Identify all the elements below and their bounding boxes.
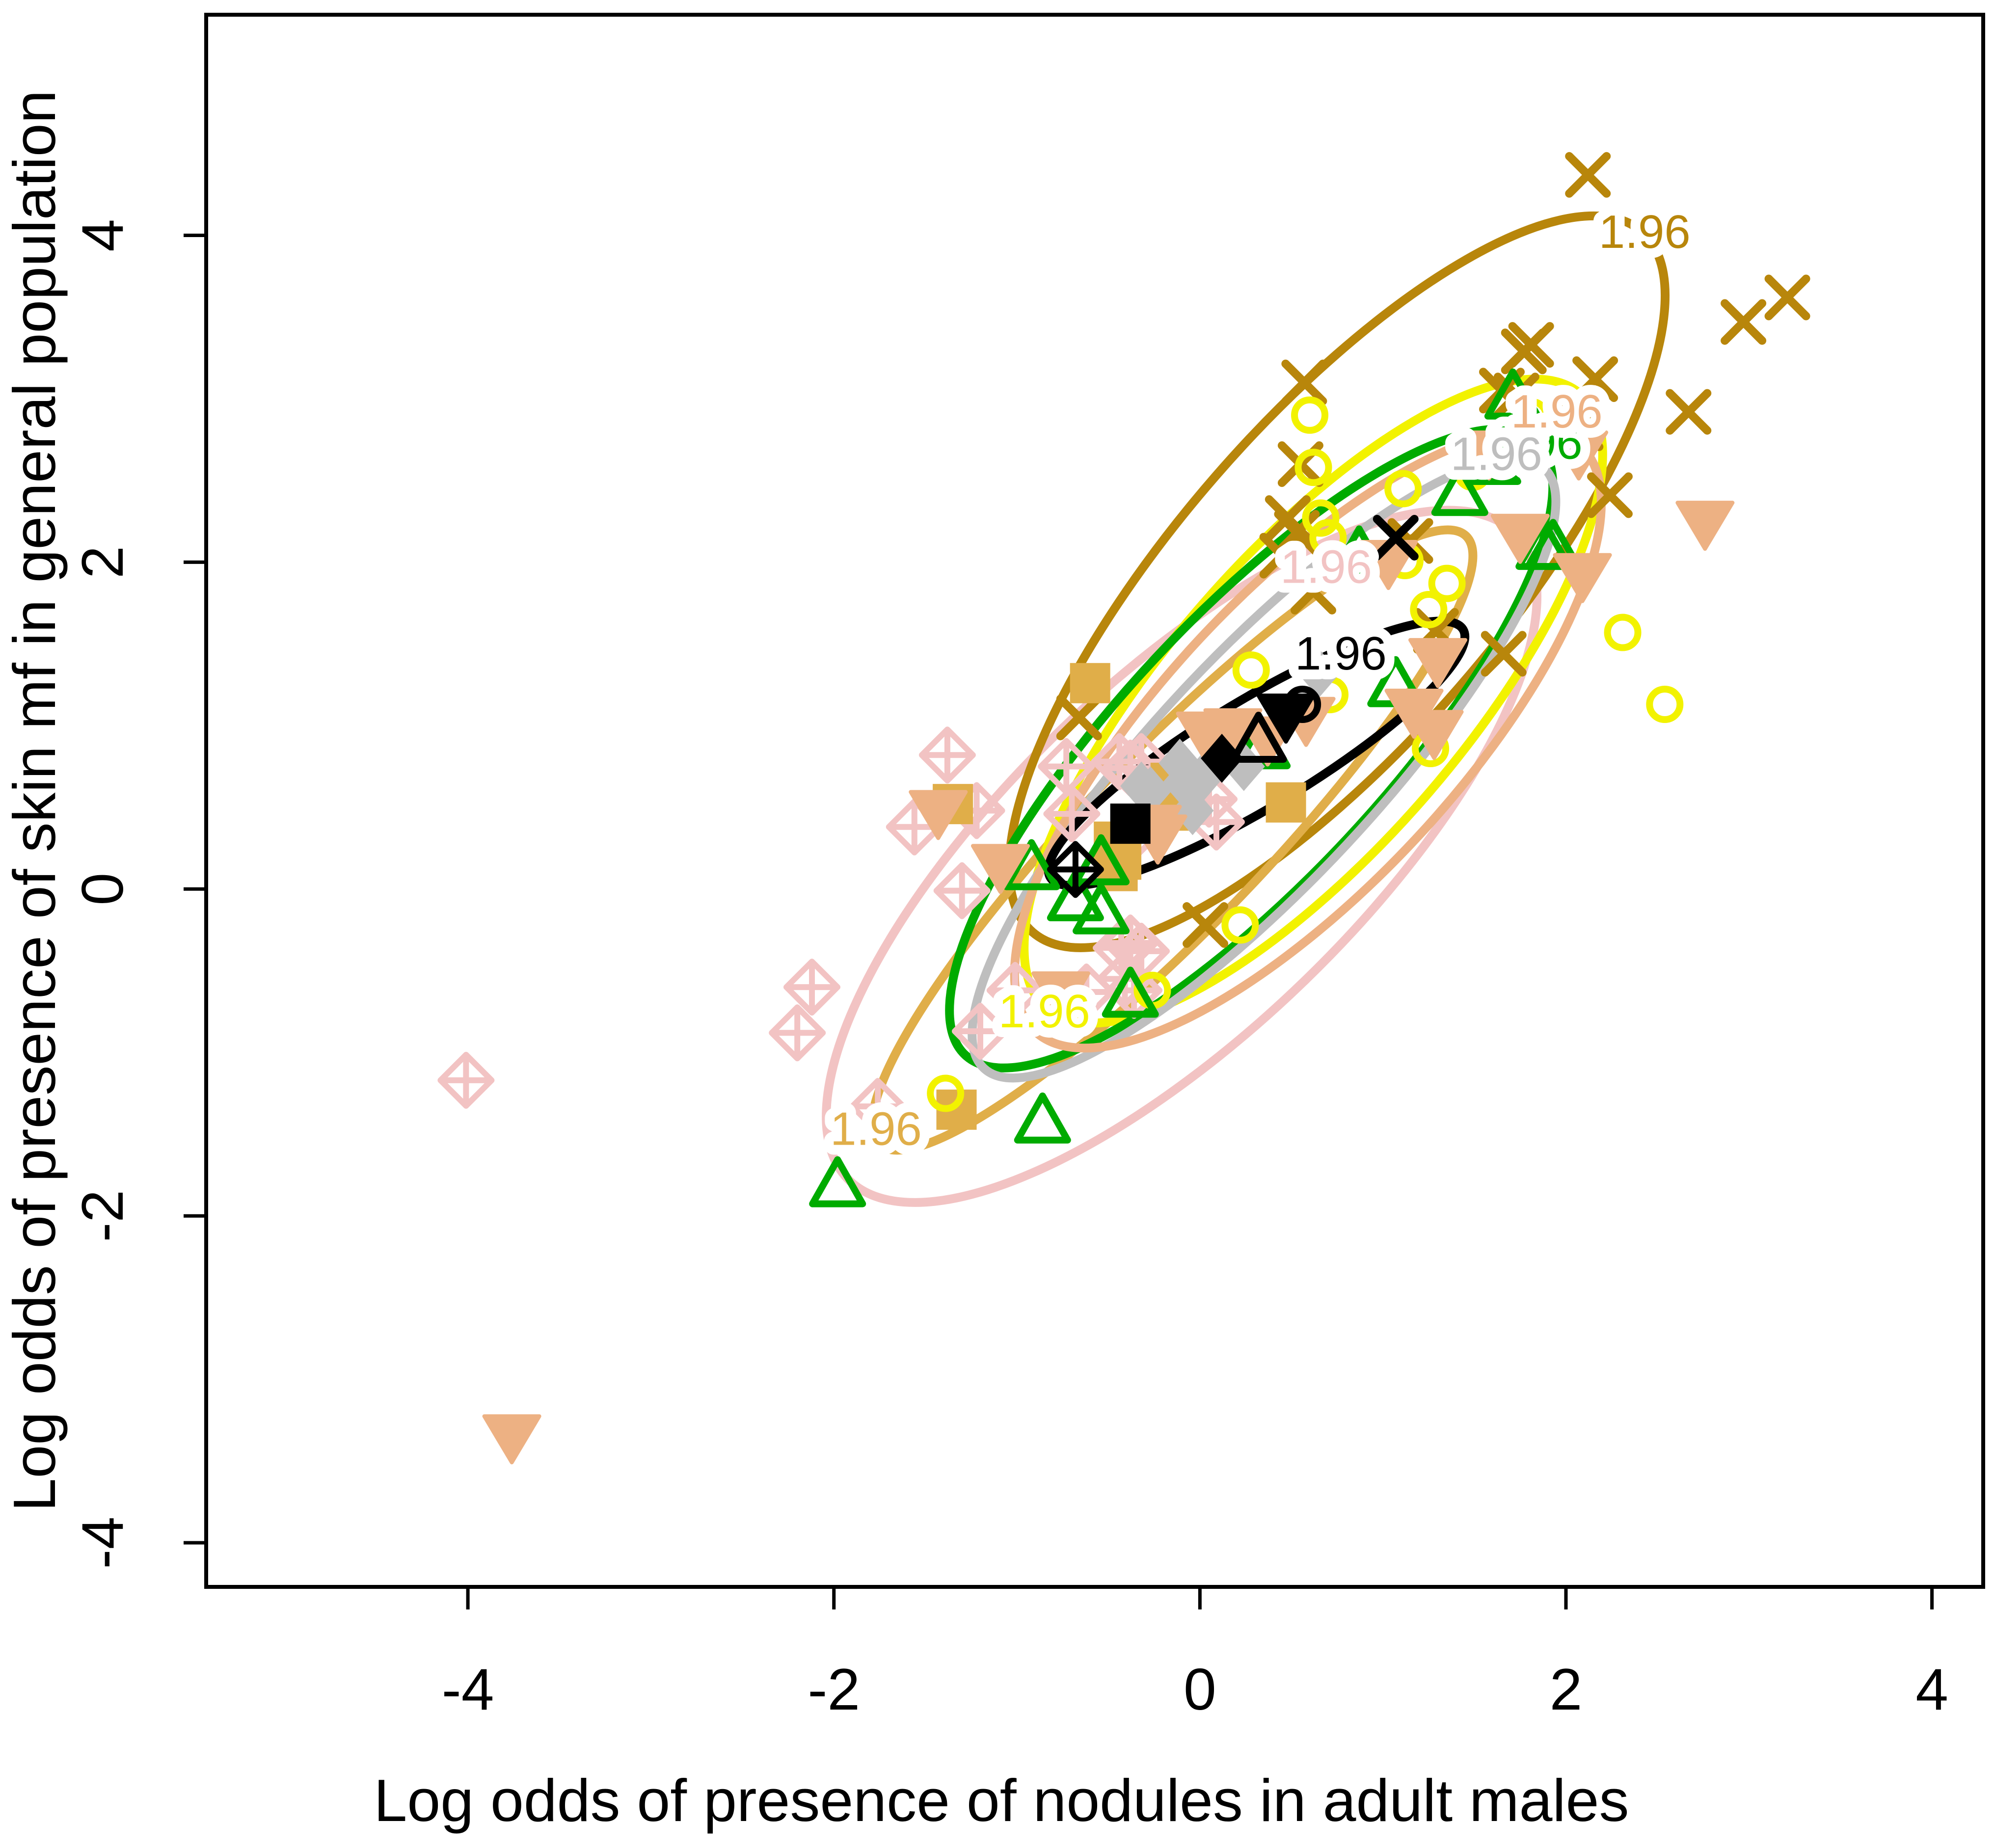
data-point-circle <box>1646 686 1684 723</box>
data-point-diamond-plus <box>769 1004 826 1062</box>
ellipse-level-label-pink-diamond-plus-group: 1.96 <box>1280 540 1372 593</box>
y-tick-label: 0 <box>70 873 135 906</box>
axes: -4 -2 0 2 4 -4 -2 0 2 4 Log odds of presence of no… <box>1 90 1948 1834</box>
ellipse-level-label-green-triangle-group: 1.96 <box>1491 416 1583 469</box>
data-point-triangle-down <box>1404 710 1464 760</box>
data-point-diamond <box>1120 761 1163 811</box>
data-point-triangle-up <box>1102 966 1159 1018</box>
data-point-x <box>1291 568 1337 615</box>
data-point-x <box>1056 695 1102 741</box>
x-tick-label: 2 <box>1550 1657 1583 1722</box>
data-point-x <box>1481 631 1527 677</box>
data-point-diamond-plus <box>951 1002 1009 1060</box>
data-point-triangle-up <box>1003 839 1060 890</box>
data-point-square <box>1266 782 1306 823</box>
ellipse-level-label-gray-diamond-group: 1.96 <box>1451 428 1542 481</box>
y-tick-label: -2 <box>70 1190 135 1242</box>
data-point-triangle-up <box>1073 883 1130 935</box>
series-black-summary-group <box>1047 514 1419 898</box>
data-point-square <box>1070 663 1110 703</box>
ellipse-level-label-black-summary-group: 1.96 <box>1295 627 1387 680</box>
data-point-triangle-up <box>809 1156 866 1207</box>
data-point-x <box>1501 328 1547 375</box>
confidence-ellipse-gray-diamond-group <box>968 454 1561 1083</box>
data-point-triangle-down <box>482 1414 541 1465</box>
data-point-triangle-up <box>1431 465 1488 516</box>
data-point-circle <box>927 1074 965 1112</box>
data-point-triangle-down <box>909 790 968 840</box>
data-point-triangle-down <box>1256 694 1316 744</box>
data-point-circle <box>1221 906 1259 944</box>
data-point-x <box>1587 472 1633 518</box>
data-point-diamond <box>1297 648 1340 698</box>
ellipse-level-labels: 1.961.961.961.961.961.961.961.96 <box>820 196 1700 1165</box>
ellipse-level-label-goldenrod-square-group: 1.96 <box>830 1103 922 1155</box>
data-point-x <box>1565 152 1611 198</box>
data-point-circle <box>1232 651 1270 689</box>
data-point-diamond-plus <box>437 1051 495 1109</box>
data-point-circle <box>1384 470 1422 508</box>
data-point-diamond-plus <box>918 726 976 784</box>
data-point-triangle-down <box>1459 430 1519 481</box>
y-tick-label: 4 <box>70 219 135 252</box>
data-point-triangle-up <box>1047 870 1104 921</box>
data-point-circle <box>1428 564 1466 602</box>
ellipse-level-label-yellow-circle-group: 1.96 <box>998 985 1090 1038</box>
data-point-x <box>1721 299 1767 345</box>
data-point-square <box>1110 803 1151 844</box>
data-point-x <box>1281 359 1327 405</box>
data-point-triangle-down <box>1408 638 1468 688</box>
data-point-x <box>1666 389 1712 435</box>
data-point-diamond <box>1159 738 1201 788</box>
data-point-diamond-plus <box>783 959 841 1016</box>
data-point-diamond-plus <box>1043 785 1101 843</box>
y-axis-title: Log odds of presence of skin mf in gener… <box>1 90 68 1511</box>
series-dark-goldenrod-x-group <box>1056 152 1810 948</box>
data-point-diamond <box>1201 733 1243 783</box>
plot-box <box>204 13 1985 1589</box>
ellipse-level-label-tan-inverted-triangle-group: 1.96 <box>1511 385 1603 438</box>
data-point-triangle-up <box>1484 368 1541 420</box>
data-point-triangle-down <box>1490 513 1550 564</box>
data-point-circle <box>1302 499 1340 537</box>
x-tick-label: -4 <box>442 1657 494 1722</box>
x-tick-label: -2 <box>808 1657 860 1722</box>
data-point-triangle-up <box>1014 1092 1071 1144</box>
data-point-x <box>1183 902 1229 948</box>
confidence-ellipse-dark-goldenrod-x-group <box>1004 211 1670 952</box>
data-point-triangle-down <box>1549 430 1609 481</box>
data-point-x <box>1259 533 1305 579</box>
data-point-triangle-up <box>1230 711 1287 763</box>
data-point-triangle-down <box>1031 971 1091 1022</box>
data-point-diamond-plus <box>849 1078 907 1135</box>
y-tick-label: 2 <box>70 546 135 579</box>
data-point-x <box>1572 356 1618 402</box>
data-point-diamond-plus <box>1047 841 1104 898</box>
data-point-circle <box>1309 519 1347 557</box>
data-point-circle <box>1604 614 1642 651</box>
data-point-triangle-down <box>1176 711 1235 762</box>
data-point-x <box>1373 514 1419 561</box>
data-point-circle <box>1410 590 1448 628</box>
data-point-diamond-plus <box>986 962 1044 1019</box>
data-point-x <box>1764 274 1810 321</box>
data-point-diamond-plus <box>933 862 991 919</box>
data-point-x <box>1274 509 1320 556</box>
data-point-triangle-down <box>1553 553 1612 603</box>
ellipse-level-label-dark-goldenrod-x-group: 1.96 <box>1599 206 1691 258</box>
data-point-triangle-up <box>1524 519 1582 570</box>
x-tick-label: 4 <box>1915 1657 1948 1722</box>
data-point-triangle-down <box>1675 501 1735 551</box>
x-axis-title: Log odds of presence of nodules in adult… <box>374 1767 1629 1834</box>
y-tick-label: -4 <box>70 1517 135 1569</box>
data-point-circle <box>1294 449 1332 486</box>
data-point-triangle-down <box>971 844 1030 894</box>
x-tick-label: 0 <box>1184 1657 1216 1722</box>
data-point-circle <box>1291 396 1329 434</box>
